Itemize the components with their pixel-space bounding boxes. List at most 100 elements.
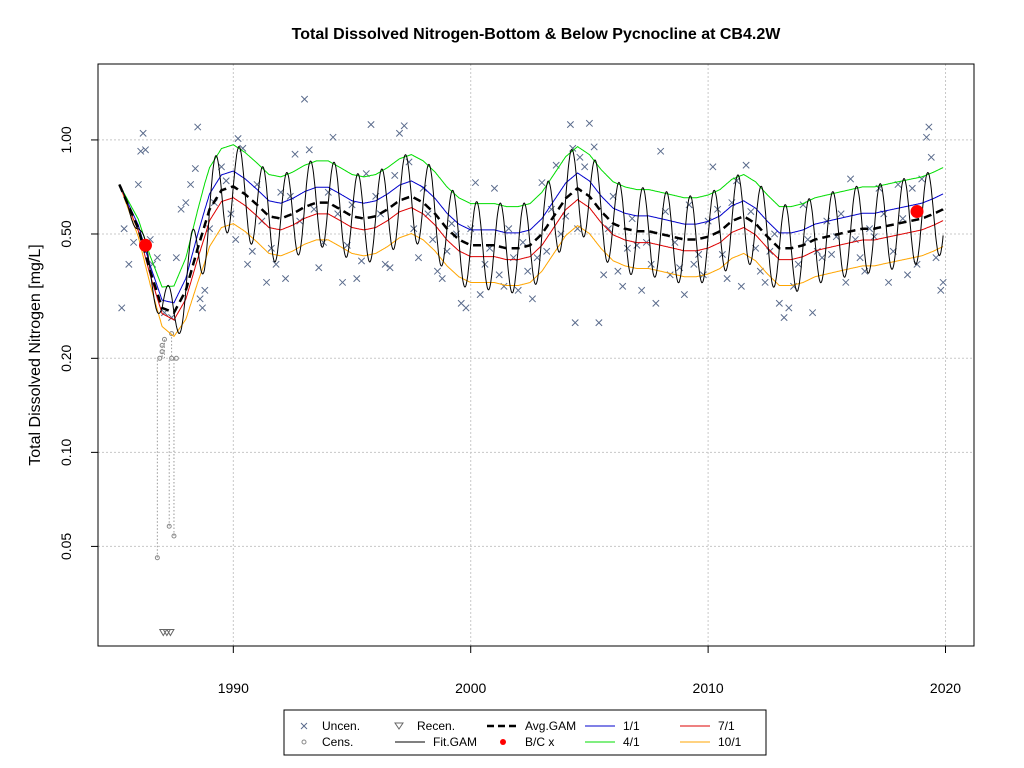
bc-point [910, 205, 924, 219]
censored-point [157, 355, 163, 361]
censored-point [159, 342, 165, 348]
uncensored-point [130, 238, 138, 246]
uncensored-point [590, 143, 598, 151]
chart-title: Total Dissolved Nitrogen-Bottom & Below … [292, 26, 782, 43]
legend-item-uncen: Uncen. [300, 719, 360, 733]
uncensored-point [846, 175, 855, 183]
uncensored-point [828, 250, 836, 259]
uncensored-point [562, 212, 570, 220]
avg-gam-line [118, 184, 944, 315]
uncensored-point [338, 278, 347, 286]
uncensored-point [244, 260, 252, 268]
y-tick-label: 0.05 [58, 533, 74, 560]
uncensored-point [201, 286, 209, 294]
legend-item-avg: Avg.GAM [487, 719, 576, 733]
y-tick-label: 0.50 [58, 220, 74, 247]
uncensored-point [291, 150, 299, 158]
legend-label: Fit.GAM [433, 735, 477, 749]
uncensored-point [766, 247, 774, 255]
uncensored-point [842, 278, 850, 286]
uncensored-point [543, 247, 551, 255]
uncensored-point [571, 319, 579, 327]
x-tick-label: 1990 [218, 680, 249, 696]
uncensored-point [448, 219, 456, 228]
censored-point [171, 533, 177, 539]
y-axis-label: Total Dissolved Nitrogen [mg/L] [27, 244, 44, 465]
uncensored-point [638, 286, 646, 294]
uncensored-point [187, 180, 195, 189]
uncensored-point [232, 235, 240, 244]
uncensored-point [182, 199, 190, 207]
uncensored-point [937, 286, 945, 294]
uncensored-point [628, 215, 636, 223]
uncensored-point [248, 247, 256, 255]
y-tick-label: 0.10 [58, 439, 74, 466]
grid-lines [98, 64, 974, 646]
uncensored-point [709, 163, 717, 171]
uncensored-point [118, 304, 126, 312]
uncensored-point [939, 278, 947, 286]
jan1-line [118, 170, 944, 304]
uncensored-point [505, 225, 513, 233]
legend-swatch [301, 739, 307, 745]
uncensored-point [600, 271, 608, 279]
bc-point [138, 238, 152, 252]
legend-item-fit: Fit.GAM [395, 735, 477, 749]
legend-box [283, 709, 767, 756]
uncensored-point [652, 299, 660, 307]
uncensored-point [837, 210, 845, 218]
uncensored-point [410, 225, 418, 233]
uncensored-point [657, 147, 665, 155]
uncensored-point [391, 171, 399, 179]
uncensored-point [623, 244, 631, 252]
uncensored-point [134, 180, 142, 189]
uncensored-point [576, 153, 584, 161]
uncensored-point [685, 201, 693, 209]
uncensored-point [153, 254, 161, 262]
uncensored-point [604, 225, 612, 233]
uncensored-point [680, 290, 688, 299]
uncensored-point [120, 225, 128, 233]
plot-frame [97, 63, 975, 647]
uncensored-point [519, 238, 527, 246]
censored-point [173, 355, 179, 361]
uncensored-point [196, 295, 204, 303]
uncensored-point [737, 282, 745, 290]
uncensored-point [775, 299, 783, 307]
legend-item-jan1: 1/1 [585, 719, 640, 733]
legend: Uncen. Cens. Recen. Fit.GAM Avg.GAM B/C x 1/1 4… [283, 709, 767, 756]
uncensored-point [932, 254, 940, 262]
legend-label: Recen. [417, 719, 455, 733]
uncensored-point [813, 247, 821, 255]
legend-swatch [500, 739, 506, 745]
uncensored-point [471, 179, 480, 187]
uncensored-point [619, 282, 627, 290]
uncensored-point [585, 119, 593, 127]
uncensored-point [908, 184, 916, 192]
uncensored-point [742, 161, 750, 169]
uncensored-point [514, 286, 522, 294]
uncensored-point [818, 254, 826, 262]
legend-label: Avg.GAM [525, 719, 576, 733]
y-tick-label: 1.00 [58, 126, 74, 153]
uncensored-point [870, 233, 878, 241]
censored-point [169, 355, 175, 361]
uncensored-point [490, 184, 499, 192]
recensored-point [166, 629, 175, 637]
uncensored-point [305, 146, 313, 154]
uncensored-point [329, 133, 337, 141]
legend-item-cens: Cens. [301, 735, 353, 749]
axes: 1990 2000 2010 2020 0.05 0.10 0.20 0.50 1.00 [58, 126, 961, 696]
uncensored-point [353, 275, 361, 283]
uncensored-point [357, 257, 366, 265]
uncensored-point [141, 146, 150, 154]
legend-swatch [300, 722, 308, 730]
uncensored-point [804, 235, 812, 244]
uncensored-point [647, 260, 655, 268]
recensored-point [158, 629, 168, 637]
uncensored-point [125, 260, 133, 268]
uncensored-point [405, 158, 413, 166]
uncensored-point [495, 271, 503, 279]
uncensored-point [573, 225, 582, 233]
